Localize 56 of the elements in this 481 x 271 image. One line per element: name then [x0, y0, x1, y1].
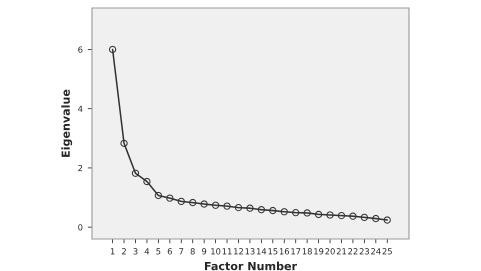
x-tick-label: 21 — [336, 248, 346, 254]
point — [200, 200, 208, 208]
x-tick-label: 22 — [348, 248, 358, 254]
x-tick-label: 2 — [122, 248, 126, 254]
x-tick-label: 6 — [168, 248, 172, 254]
x-tick-label: 15 — [268, 248, 278, 254]
point — [292, 208, 300, 216]
point — [132, 170, 140, 177]
x-tick-label: 1 — [110, 248, 114, 254]
x-tick-label: 11 — [222, 248, 232, 254]
x-tick-label: 25 — [382, 248, 392, 254]
point — [314, 210, 322, 218]
x-tick-label: 24 — [371, 248, 381, 254]
point — [166, 194, 174, 202]
x-tick-label: 12 — [234, 248, 243, 254]
point — [304, 209, 311, 217]
point — [223, 202, 231, 210]
point — [280, 208, 288, 216]
point — [372, 214, 380, 222]
point — [360, 214, 368, 222]
x-tick-label: 3 — [133, 248, 138, 254]
x-tick-label: 8 — [190, 248, 195, 254]
x-tick-label: 18 — [302, 248, 312, 254]
x-tick-label: 7 — [179, 248, 184, 254]
point — [189, 198, 196, 206]
x-tick-label: 17 — [291, 248, 300, 254]
point — [326, 211, 334, 219]
x-tick-label: 19 — [314, 248, 324, 254]
point — [154, 192, 162, 200]
y-tick-label: 2 — [78, 164, 82, 172]
point — [338, 212, 346, 220]
x-tick-label: 5 — [156, 248, 160, 254]
x-axis-title: Factor Number — [204, 262, 298, 270]
point — [258, 206, 266, 214]
x-tick-label: 9 — [202, 248, 206, 254]
y-tick-label: 0 — [78, 224, 82, 230]
point — [234, 204, 242, 212]
point — [384, 216, 391, 224]
y-tick-label: 6 — [78, 46, 82, 53]
x-tick-label: 14 — [256, 248, 266, 254]
point — [108, 46, 116, 54]
point — [178, 198, 185, 206]
point — [120, 140, 128, 147]
point — [349, 212, 357, 220]
x-tick-label: 4 — [144, 248, 150, 254]
x-tick-label: 10 — [211, 248, 220, 254]
x-tick-label: 23 — [360, 248, 369, 254]
x-tick-label: 20 — [325, 248, 335, 254]
x-tick-label: 16 — [280, 248, 290, 254]
x-tick-label: 13 — [246, 248, 255, 254]
y-axis-title: Eigenvalue — [61, 90, 72, 157]
point — [269, 206, 276, 214]
point — [212, 202, 220, 209]
point — [143, 178, 151, 186]
y-tick-label: 4 — [78, 106, 83, 112]
point — [246, 204, 254, 212]
